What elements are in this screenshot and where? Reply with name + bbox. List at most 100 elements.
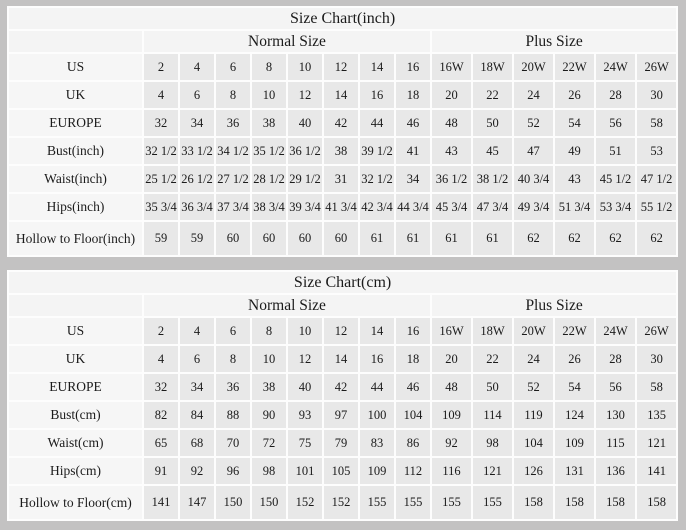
size-cell: 60 bbox=[252, 222, 286, 255]
size-cell: 45 bbox=[473, 138, 512, 164]
size-cell: 35 1/2 bbox=[252, 138, 286, 164]
size-cell: 61 bbox=[473, 222, 512, 255]
size-cell: 104 bbox=[396, 402, 430, 428]
size-cell: 101 bbox=[288, 458, 322, 484]
row-label: US bbox=[9, 318, 142, 344]
size-cell: 20W bbox=[514, 318, 553, 344]
size-cell: 36 3/4 bbox=[180, 194, 214, 220]
size-cell: 8 bbox=[216, 82, 250, 108]
size-cell: 155 bbox=[473, 486, 512, 519]
size-cell: 44 bbox=[360, 110, 394, 136]
row-label: Hollow to Floor(inch) bbox=[9, 222, 142, 255]
size-cell: 70 bbox=[216, 430, 250, 456]
size-cell: 6 bbox=[216, 318, 250, 344]
size-cell: 22W bbox=[555, 318, 594, 344]
table-row: Waist(inch) 25 1/2 26 1/2 27 1/2 28 1/2 29 1/… bbox=[9, 166, 677, 192]
size-cell: 41 bbox=[396, 138, 430, 164]
size-cell: 152 bbox=[324, 486, 358, 519]
size-cell: 20 bbox=[432, 82, 471, 108]
row-label: Waist(inch) bbox=[9, 166, 142, 192]
size-cell: 82 bbox=[144, 402, 178, 428]
size-cell: 10 bbox=[252, 346, 286, 372]
row-label: UK bbox=[9, 82, 142, 108]
table-title-row: Size Chart(cm) bbox=[9, 272, 677, 293]
size-cell: 38 bbox=[252, 374, 286, 400]
size-cell: 61 bbox=[396, 222, 430, 255]
size-cell: 36 bbox=[216, 374, 250, 400]
table-title-row: Size Chart(inch) bbox=[9, 8, 677, 29]
size-cell: 115 bbox=[596, 430, 635, 456]
size-cell: 109 bbox=[432, 402, 471, 428]
size-cell: 130 bbox=[596, 402, 635, 428]
size-cell: 54 bbox=[555, 110, 594, 136]
size-cell: 8 bbox=[252, 318, 286, 344]
size-cell: 119 bbox=[514, 402, 553, 428]
size-cell: 91 bbox=[144, 458, 178, 484]
table-row: Bust(cm) 82 84 88 90 93 97 100 104 109 114 119 124 13… bbox=[9, 402, 677, 428]
size-cell: 155 bbox=[396, 486, 430, 519]
size-cell: 25 1/2 bbox=[144, 166, 178, 192]
size-cell: 54 bbox=[555, 374, 594, 400]
size-cell: 30 bbox=[637, 82, 677, 108]
size-cell: 49 bbox=[555, 138, 594, 164]
size-cell: 47 1/2 bbox=[637, 166, 677, 192]
size-cell: 39 3/4 bbox=[288, 194, 322, 220]
size-cell: 16W bbox=[432, 318, 471, 344]
table-row: EUROPE 32 34 36 38 40 42 44 46 48 50 52 54 56 58 bbox=[9, 374, 677, 400]
size-cell: 8 bbox=[252, 54, 286, 80]
size-cell: 14 bbox=[324, 346, 358, 372]
size-cell: 24 bbox=[514, 346, 553, 372]
size-cell: 32 1/2 bbox=[144, 138, 178, 164]
row-label: Hollow to Floor(cm) bbox=[9, 486, 142, 519]
row-label: Waist(cm) bbox=[9, 430, 142, 456]
size-cell: 124 bbox=[555, 402, 594, 428]
size-cell: 40 bbox=[288, 374, 322, 400]
size-cell: 22 bbox=[473, 346, 512, 372]
size-cell: 90 bbox=[252, 402, 286, 428]
size-cell: 6 bbox=[180, 346, 214, 372]
size-cell: 92 bbox=[180, 458, 214, 484]
size-cell: 12 bbox=[324, 54, 358, 80]
size-chart-inch-table: Size Chart(inch) Normal Size Plus Size US 2 4… bbox=[7, 6, 679, 257]
size-cell: 42 bbox=[324, 374, 358, 400]
size-cell: 44 3/4 bbox=[396, 194, 430, 220]
size-cell: 14 bbox=[324, 82, 358, 108]
size-cell: 51 bbox=[596, 138, 635, 164]
size-cell: 12 bbox=[324, 318, 358, 344]
size-cell: 40 3/4 bbox=[514, 166, 553, 192]
size-cell: 45 3/4 bbox=[432, 194, 471, 220]
size-cell: 158 bbox=[637, 486, 677, 519]
size-cell: 32 bbox=[144, 374, 178, 400]
size-cell: 14 bbox=[360, 54, 394, 80]
size-cell: 44 bbox=[360, 374, 394, 400]
size-cell: 6 bbox=[180, 82, 214, 108]
size-cell: 59 bbox=[180, 222, 214, 255]
size-cell: 20W bbox=[514, 54, 553, 80]
size-cell: 58 bbox=[637, 110, 677, 136]
size-cell: 18W bbox=[473, 54, 512, 80]
size-cell: 18W bbox=[473, 318, 512, 344]
size-cell: 112 bbox=[396, 458, 430, 484]
size-cell: 22 bbox=[473, 82, 512, 108]
size-cell: 24W bbox=[596, 54, 635, 80]
size-cell: 150 bbox=[252, 486, 286, 519]
size-cell: 36 bbox=[216, 110, 250, 136]
row-label: EUROPE bbox=[9, 374, 142, 400]
size-cell: 50 bbox=[473, 374, 512, 400]
size-cell: 28 bbox=[596, 82, 635, 108]
size-cell: 30 bbox=[637, 346, 677, 372]
size-cell: 38 3/4 bbox=[252, 194, 286, 220]
size-cell: 45 1/2 bbox=[596, 166, 635, 192]
size-cell: 97 bbox=[324, 402, 358, 428]
size-cell: 55 1/2 bbox=[637, 194, 677, 220]
size-cell: 158 bbox=[555, 486, 594, 519]
size-cell: 35 3/4 bbox=[144, 194, 178, 220]
size-cell: 158 bbox=[596, 486, 635, 519]
size-cell: 61 bbox=[432, 222, 471, 255]
size-cell: 116 bbox=[432, 458, 471, 484]
size-cell: 37 3/4 bbox=[216, 194, 250, 220]
size-cell: 155 bbox=[432, 486, 471, 519]
size-cell: 58 bbox=[637, 374, 677, 400]
table-row: US 2 4 6 8 10 12 14 16 16W 18W 20W 22W 24W 26W bbox=[9, 54, 677, 80]
size-cell: 46 bbox=[396, 110, 430, 136]
